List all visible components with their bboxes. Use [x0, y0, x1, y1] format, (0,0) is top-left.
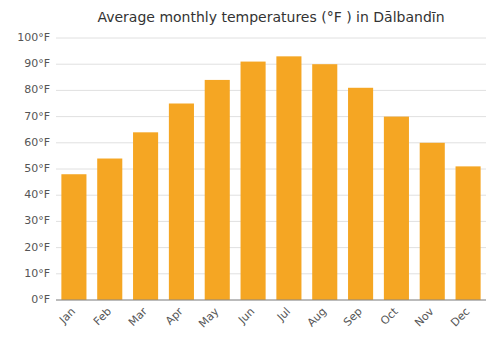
y-tick-label: 20°F — [24, 241, 50, 254]
y-tick-label: 60°F — [24, 136, 50, 149]
y-tick-label: 90°F — [24, 57, 50, 70]
bar — [97, 159, 122, 300]
grid-line — [56, 64, 486, 65]
x-tick-label: Jan — [56, 305, 78, 327]
chart: Average monthly temperatures (°F ) in Dā… — [0, 0, 500, 350]
y-tick-label: 80°F — [24, 83, 50, 96]
grid-line — [56, 300, 486, 301]
y-tick-label: 100°F — [17, 31, 50, 44]
x-tick-label: Dec — [448, 305, 472, 329]
y-tick-label: 70°F — [24, 110, 50, 123]
chart-container: Average monthly temperatures (°F ) in Dā… — [0, 0, 500, 350]
bar — [312, 64, 337, 300]
x-tick-label: Oct — [378, 305, 401, 328]
grid-line — [56, 90, 486, 91]
bar — [205, 80, 230, 300]
x-tick-label: Sep — [341, 305, 365, 329]
y-axis: 0°F 10°F 20°F 30°F 40°F 50°F 60°F 70°F 80°F 90°F 1… — [17, 31, 486, 306]
y-tick-label: 10°F — [24, 267, 50, 280]
bar — [348, 88, 373, 300]
title: Average monthly temperatures (°F ) in Dā… — [97, 9, 444, 25]
bar — [384, 117, 409, 300]
x-tick-label: Jun — [235, 305, 257, 327]
grid-line — [56, 38, 486, 39]
x-tick-label: Aug — [305, 305, 329, 329]
bar — [61, 174, 86, 300]
y-tick-label: 30°F — [24, 214, 50, 227]
y-tick-label: 50°F — [24, 162, 50, 175]
y-tick-label: 40°F — [24, 188, 50, 201]
x-axis-line — [56, 300, 486, 301]
x-tick-label: May — [196, 305, 222, 331]
x-tick-label: Apr — [163, 305, 186, 328]
bar — [133, 132, 158, 300]
bar — [276, 56, 301, 300]
grid-line — [56, 116, 486, 117]
x-tick-label: Jul — [274, 305, 293, 324]
x-tick-label: Nov — [412, 305, 437, 330]
bar — [420, 143, 445, 300]
bars — [61, 56, 480, 300]
x-tick-label: Mar — [126, 305, 150, 329]
bar — [241, 62, 266, 300]
bar — [169, 104, 194, 301]
x-tick-label: Feb — [91, 305, 114, 328]
bar — [456, 166, 481, 300]
x-axis: Jan Feb Mar Apr May Jun Jul Aug Sep Oct Nov Dec — [56, 305, 472, 331]
y-tick-label: 0°F — [31, 293, 50, 306]
